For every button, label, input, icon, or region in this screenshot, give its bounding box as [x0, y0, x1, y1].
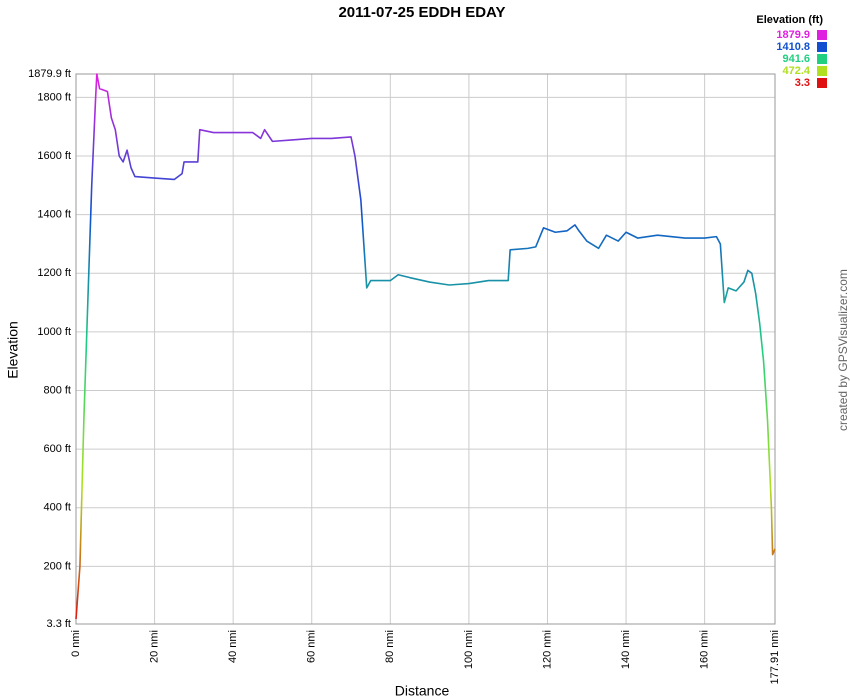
legend-label: 941.6: [782, 53, 810, 65]
y-tick-label: 200 ft: [43, 560, 71, 572]
y-tick-label: 1000 ft: [37, 326, 71, 338]
legend-swatch: [817, 42, 827, 52]
legend-label: 3.3: [795, 77, 810, 89]
y-tick-label: 800 ft: [43, 384, 71, 396]
legend-title: Elevation (ft): [756, 14, 823, 26]
y-tick-label: 1800 ft: [37, 91, 71, 103]
legend-swatch: [817, 54, 827, 64]
x-tick-label: 80 nmi: [384, 630, 396, 663]
y-tick-label: 1400 ft: [37, 209, 71, 221]
x-axis-label: Distance: [395, 683, 450, 699]
y-tick-label: 3.3 ft: [47, 618, 71, 630]
legend-swatch: [817, 66, 827, 76]
legend-label: 1879.9: [776, 29, 810, 41]
y-tick-label: 600 ft: [43, 443, 71, 455]
x-tick-label: 160 nmi: [699, 630, 711, 669]
x-tick-label: 40 nmi: [227, 630, 239, 663]
x-tick-label: 120 nmi: [541, 630, 553, 669]
legend-swatch: [817, 30, 827, 40]
legend-swatch: [817, 78, 827, 88]
y-tick-label: 400 ft: [43, 502, 71, 514]
plot-frame: [75, 73, 776, 625]
x-tick-label: 177.91 nmi: [769, 630, 781, 684]
y-tick-label: 1200 ft: [37, 267, 71, 279]
legend-label: 472.4: [782, 65, 810, 77]
x-tick-label: 140 nmi: [620, 630, 632, 669]
x-tick-label: 20 nmi: [148, 630, 160, 663]
legend-label: 1410.8: [776, 41, 810, 53]
chart-title: 2011-07-25 EDDH EDAY: [338, 4, 505, 21]
y-axis-label: Elevation: [5, 321, 21, 379]
elevation-line: [75, 73, 776, 620]
x-tick-label: 100 nmi: [463, 630, 475, 669]
x-tick-label: 60 nmi: [306, 630, 318, 663]
x-tick-label: 0 nmi: [70, 630, 82, 657]
y-tick-label: 1879.9 ft: [28, 68, 71, 80]
credit: created by GPSVisualizer.com: [836, 269, 850, 431]
y-tick-label: 1600 ft: [37, 150, 71, 162]
